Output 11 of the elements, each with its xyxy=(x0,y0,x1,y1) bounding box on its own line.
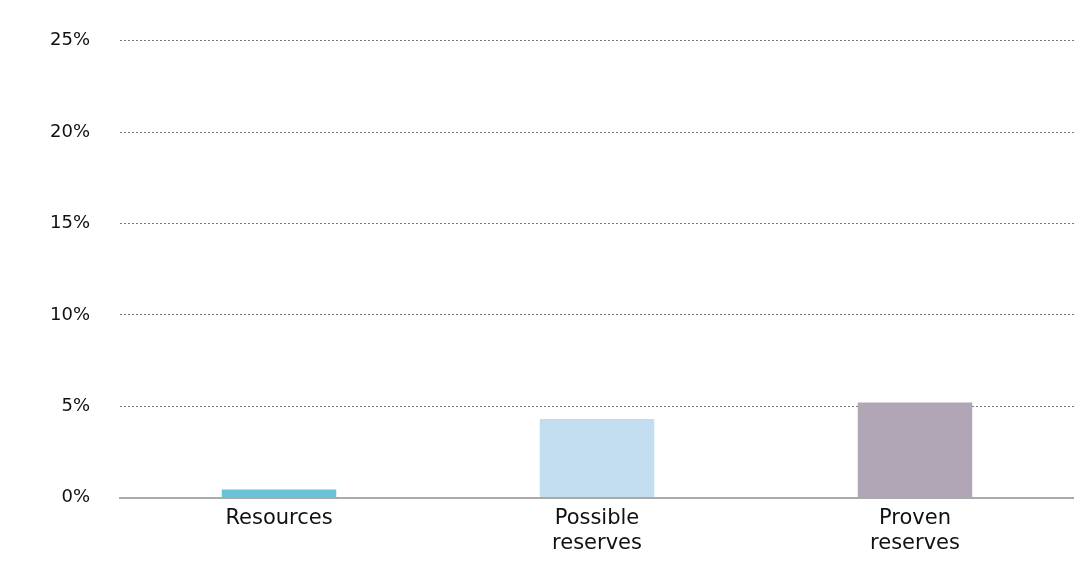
x-tick-label: Possible reserves xyxy=(552,504,642,554)
x-tick-label: Proven reserves xyxy=(870,504,960,554)
bar xyxy=(221,489,337,498)
y-tick-label: 10% xyxy=(49,302,91,324)
y-tick-label: 25% xyxy=(49,28,91,50)
y-tick-label: 15% xyxy=(49,211,91,233)
x-tick-label: Resources xyxy=(225,504,333,529)
y-tick-label: 20% xyxy=(49,119,91,141)
y-tick-label: 0% xyxy=(61,485,91,507)
y-tick-label: 5% xyxy=(61,393,91,415)
bar xyxy=(539,419,655,498)
